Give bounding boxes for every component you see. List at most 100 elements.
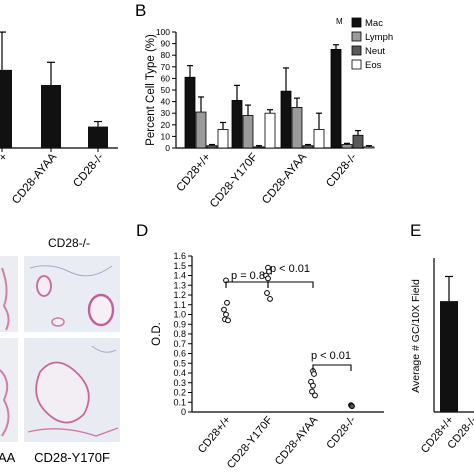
panel-b-legend-label: Lymph [365,32,393,43]
panel-d-y-tick-label: 0.2 [173,388,186,398]
panel-b-y-tick-label: 20 [161,120,171,130]
histology-gland [51,317,65,327]
histology-panel: CD28-/- AA CD28-Y170F [0,236,120,465]
histology-label-aa: AA [0,450,16,465]
panel-d-y-tick-label: 0.8 [173,329,186,339]
panel-b-annotation: M [336,17,343,26]
histology-tissue-stroke [35,361,90,424]
panel-d-y-tick-label: 1.0 [173,310,186,320]
panel-d-comparison-bracket [225,281,269,288]
panel-a-category-labels: + CD28-AYAA CD28-/- [0,151,106,207]
histology-tissue-stroke [1,267,10,331]
histology-gland [36,275,52,297]
panel-b-bar-mac [184,76,196,149]
panel-e-bar [440,301,458,412]
panel-b-y-tick-label: 0 [165,143,170,153]
panel-d-comparison-label: p < 0.01 [270,263,310,275]
panel-b-bar-lymph [341,144,353,149]
panel-b-category-labels: CD28+/+CD28-Y170F CD28-AYAA CD28-/- [175,151,360,210]
panel-d-y-tick-label: 0 [181,407,186,417]
histology-gland [87,293,115,327]
panel-d-point [309,388,315,395]
panel-b-legend-label: Neut [365,46,385,57]
panel-b-bar-eos [313,129,325,149]
panel-b-legend-swatch [351,31,362,42]
panel-e-category-labels: CD28+/+CD28-/- [419,414,474,456]
histology-tissue-stroke [27,427,119,437]
panel-d-point [225,317,231,324]
panel-b-bar-mac [231,100,243,149]
panel-b-bar-lymph [291,107,303,149]
panel-b-y-tick-label: 80 [161,50,171,60]
panel-d-comparison-label: p < 0.01 [311,350,351,362]
panel-d-point [265,275,271,282]
histology-tissue-stroke [0,369,10,437]
panel-b-bar-eos [264,112,276,149]
panel-d-point [221,306,227,313]
panel-b-legend-swatch [351,45,362,56]
panel-d-y-tick-label: 1.6 [173,251,186,261]
panel-b-letter: B [135,1,146,20]
panel-d-category-label: CD28+/+ [196,414,233,455]
panel-d-comparison-bracket [267,281,314,288]
panel-a-bars [0,31,108,152]
panel-e-y-axis-label: Average # GC/10X Field [410,279,422,393]
panel-d-y-tick-label: 0.4 [173,368,186,378]
panel-e: E Average # GC/10X Field CD28+/+CD28-/- [410,221,474,456]
panel-b-bar-neut [253,146,265,149]
panel-b-legend-swatch [351,17,362,28]
panel-a-bar [88,126,108,148]
histology-tissue-stroke [29,265,113,277]
panel-d-comparisons: p = 0.8 p < 0.01 p < 0.01 [225,263,352,371]
histology-label-cd28-ko: CD28-/- [48,236,90,250]
panel-b-legend: Mac Lymph Neut Eos [351,17,393,71]
histology-image-bottom-left [0,338,18,442]
panel-a-category-label: CD28-AYAA [10,151,59,207]
panel-d-points [221,264,355,410]
panel-a-category-label: + [0,151,10,164]
panel-b-category-label: CD28-AYAA [260,151,309,207]
panel-a: + CD28-AYAA CD28-/- [0,31,118,207]
panel-d-comparison-bracket [312,364,352,371]
panel-d-y-tick-label: 0.1 [173,397,186,407]
panel-d-y-tick-label: 0.5 [173,358,186,368]
panel-a-category-label: CD28-/- [71,151,106,190]
panel-d-point [267,296,273,302]
panel-d-y-tick-label: 1.2 [173,290,186,300]
panel-b-bar-lymph [242,115,254,149]
panel-b-bar-eos [363,146,375,149]
panel-b-bar-neut [206,145,218,149]
panel-b-legend-swatch [351,59,362,70]
panel-b-legend-label: Mac [365,18,383,29]
panel-b-bar-mac [330,49,342,149]
panel-d-point [266,268,272,275]
histology-tissue-stroke [91,345,117,353]
panel-d-category-label: CD28-/- [324,414,358,451]
panel-d-comparison-label: p = 0.8 [231,270,265,282]
panel-b-y-tick-label: 10 [161,131,171,141]
panel-d-y-axis-label: O.D. [151,322,163,346]
panel-b-y-tick-label: 30 [161,108,171,118]
panel-b-y-tick-label: 100 [156,27,170,37]
panel-e-bars [440,275,458,412]
panel-a-bar [41,85,61,148]
panel-d-y-tick-label: 0.7 [173,339,186,349]
panel-d-y-tick-label: 1.4 [173,271,186,281]
panel-b-bar-neut [302,145,314,149]
panel-d: D O.D. 00.10.20.30.40.50.60.70.80.91.01.… [136,221,384,471]
panel-d-y-tick-label: 1.5 [173,261,186,271]
histology-label-y170f: CD28-Y170F [34,450,110,465]
panel-b-bar-eos [217,129,229,149]
panel-b-y-axis-label: Percent Cell Type (%) [145,34,157,146]
panel-d-point [349,403,355,410]
panel-b-category-label: CD28-Y170F [208,151,260,210]
panel-b-y-tick-label: 60 [161,73,171,83]
panel-b-y-tick-label: 40 [161,97,171,107]
panel-b-bar-mac [280,90,292,149]
panel-b-legend-label: Eos [365,60,382,71]
panel-d-y-tick-label: 1.1 [173,300,186,310]
panel-d-point [224,299,230,306]
